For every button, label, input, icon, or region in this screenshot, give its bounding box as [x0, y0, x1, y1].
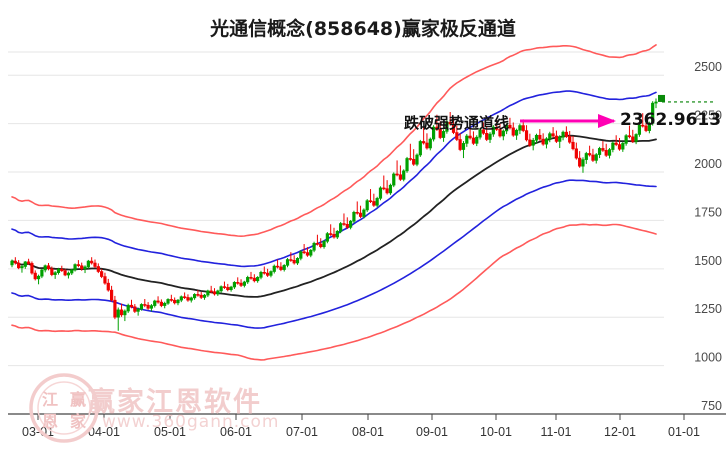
x-axis-labels: 03-01 04-01 05-01 06-01 07-01 08-01 09-01 10-01… — [22, 414, 700, 439]
y-tick-label: 750 — [701, 399, 722, 413]
y-tick-label: 2500 — [694, 60, 722, 74]
price-marker-group — [658, 94, 714, 103]
x-tick-label: 05-01 — [154, 425, 186, 439]
x-tick-label: 08-01 — [352, 425, 384, 439]
candlestick-series — [10, 98, 658, 331]
breakdown-annotation-label: 跌破强势通道线 — [404, 114, 510, 132]
x-tick-label: 11-01 — [540, 425, 571, 439]
page-title: 光通信概念(858648)赢家极反通道 — [210, 18, 516, 40]
x-tick-label: 04-01 — [88, 425, 120, 439]
y-tick-label: 1250 — [694, 302, 722, 316]
x-tick-label: 03-01 — [22, 425, 54, 439]
x-tick-label: 12-01 — [604, 425, 636, 439]
x-tick-label: 09-01 — [416, 425, 448, 439]
gridlines — [8, 51, 664, 367]
y-tick-label: 1000 — [694, 351, 722, 365]
x-tick-label: 07-01 — [286, 425, 318, 439]
breakdown-arrow-group — [520, 114, 616, 128]
current-price-label: 2362.9613 — [620, 110, 722, 130]
y-tick-label: 1750 — [694, 205, 722, 219]
y-axis-labels: 2500 2250 2000 1750 1500 1250 1000 750 — [694, 60, 722, 413]
y-tick-label: 2000 — [694, 157, 722, 171]
x-tick-label: 06-01 — [220, 425, 252, 439]
x-tick-label: 10-01 — [480, 425, 512, 439]
channel-bands — [11, 44, 657, 361]
x-tick-label: 01-01 — [668, 425, 700, 439]
y-tick-label: 2250 — [694, 109, 722, 123]
y-tick-label: 1500 — [694, 254, 722, 268]
